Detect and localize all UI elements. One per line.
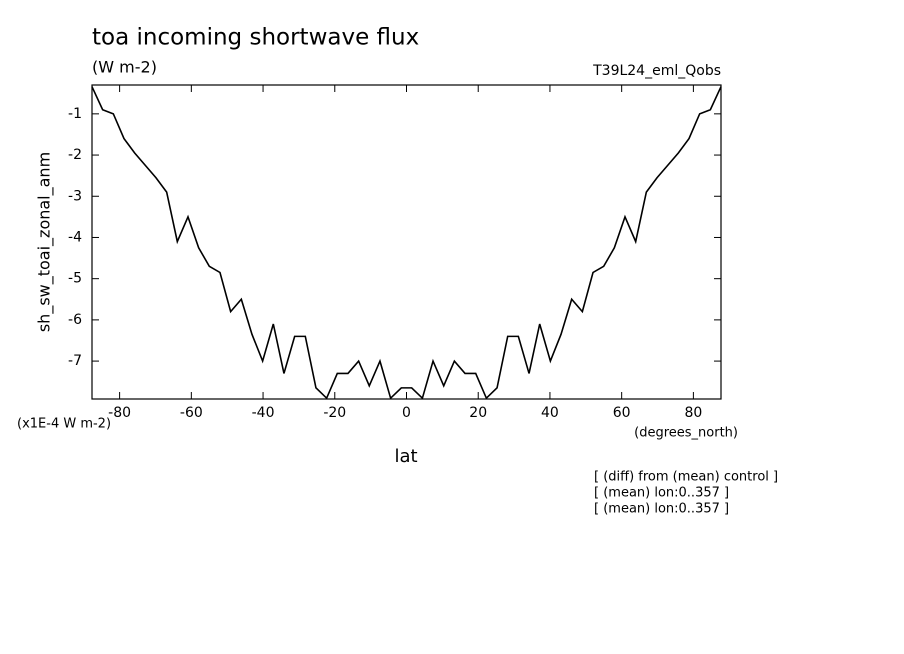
y-tick-label: -5 [68,271,82,287]
data-line [91,86,722,400]
x-tick-label: 60 [613,405,631,421]
note: [ (diff) from (mean) control ] [594,470,778,485]
y-axis-label: sh_sw_toai_zonal_anm [35,152,55,332]
y-tick-label: -1 [68,106,82,122]
x-tick-label: 80 [684,405,702,421]
note: [ (mean) lon:0..357 ] [594,502,729,517]
note: [ (mean) lon:0..357 ] [594,486,729,501]
y-axis-unit: (x1E-4 W m-2) [17,417,111,432]
y-tick-label: -7 [68,353,82,369]
x-axis-label: lat [394,446,417,467]
y-tick-label: -6 [68,312,82,328]
x-tick-label: 40 [541,405,559,421]
plot-frame [91,84,722,400]
y-tick-label: -2 [68,147,82,163]
x-tick-label: 0 [402,405,411,421]
y-tick-label: -3 [68,188,82,204]
chart-title: toa incoming shortwave flux [92,25,419,51]
chart-subtitle: (W m-2) [92,58,157,77]
x-axis-unit: (degrees_north) [634,426,738,441]
x-tick-label: -20 [323,405,346,421]
y-tick-label: -4 [68,229,82,245]
x-tick-label: -80 [108,405,131,421]
x-tick-label: 20 [469,405,487,421]
run-label: T39L24_eml_Qobs [592,63,721,79]
x-tick-label: -40 [252,405,275,421]
x-tick-label: -60 [180,405,203,421]
